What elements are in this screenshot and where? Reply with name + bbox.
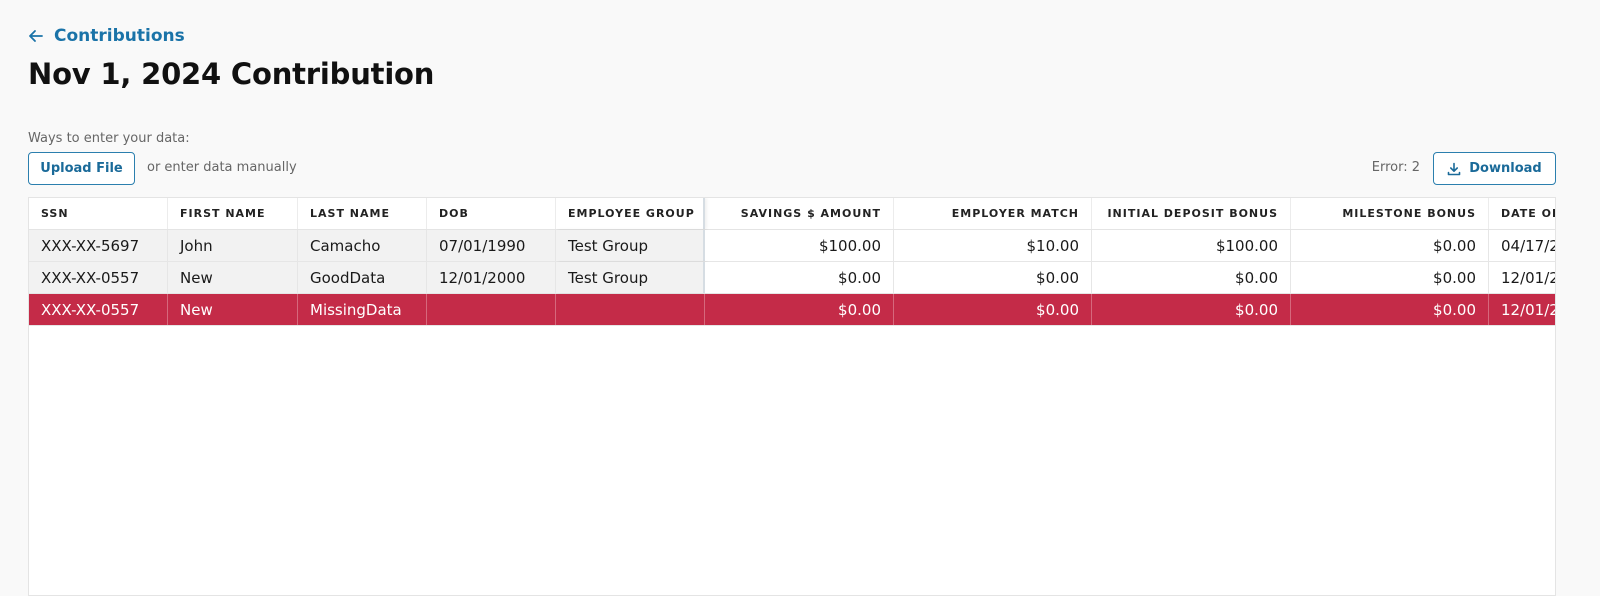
back-to-contributions-link[interactable]: Contributions <box>28 26 185 46</box>
column-header-employer-match[interactable]: EMPLOYER MATCH <box>894 198 1092 229</box>
upload-file-button[interactable]: Upload File <box>28 152 135 185</box>
cell-ssn[interactable]: XXX-XX-5697 <box>29 230 168 261</box>
cell-first-name[interactable]: John <box>168 230 298 261</box>
table-row-error[interactable]: XXX-XX-0557 New MissingData $0.00 $0.00 … <box>29 294 1555 326</box>
column-header-employee-group[interactable]: EMPLOYEE GROUP <box>556 198 705 229</box>
cell-initial-deposit-bonus[interactable]: $0.00 <box>1092 294 1291 325</box>
cell-milestone-bonus[interactable]: $0.00 <box>1291 294 1489 325</box>
cell-initial-deposit-bonus[interactable]: $0.00 <box>1092 262 1291 293</box>
cell-employer-match[interactable]: $10.00 <box>894 230 1092 261</box>
table-row[interactable]: XXX-XX-5697 John Camacho 07/01/1990 Test… <box>29 230 1555 262</box>
column-header-ssn[interactable]: SSN <box>29 198 168 229</box>
column-header-initial-deposit-bonus[interactable]: INITIAL DEPOSIT BONUS <box>1092 198 1291 229</box>
contribution-grid: SSN FIRST NAME LAST NAME DOB EMPLOYEE GR… <box>28 197 1556 596</box>
grid-header-row: SSN FIRST NAME LAST NAME DOB EMPLOYEE GR… <box>29 198 1555 230</box>
cell-ssn[interactable]: XXX-XX-0557 <box>29 294 168 325</box>
cell-first-name[interactable]: New <box>168 294 298 325</box>
back-link-label: Contributions <box>54 26 185 46</box>
cell-milestone-bonus[interactable]: $0.00 <box>1291 230 1489 261</box>
cell-date-of[interactable]: 12/01/2 <box>1489 294 1555 325</box>
column-header-last-name[interactable]: LAST NAME <box>298 198 427 229</box>
cell-last-name[interactable]: MissingData <box>298 294 427 325</box>
column-header-savings-amount[interactable]: SAVINGS $ AMOUNT <box>705 198 894 229</box>
download-label: Download <box>1469 161 1542 176</box>
cell-date-of[interactable]: 12/01/2 <box>1489 262 1555 293</box>
column-header-milestone-bonus[interactable]: MILESTONE BONUS <box>1291 198 1489 229</box>
table-row[interactable]: XXX-XX-0557 New GoodData 12/01/2000 Test… <box>29 262 1555 294</box>
page-title: Nov 1, 2024 Contribution <box>28 57 435 91</box>
cell-dob[interactable]: 07/01/1990 <box>427 230 556 261</box>
column-header-date-of[interactable]: DATE OF <box>1489 198 1555 229</box>
cell-employee-group[interactable]: Test Group <box>556 230 705 261</box>
ways-to-enter-label: Ways to enter your data: <box>28 131 190 146</box>
cell-ssn[interactable]: XXX-XX-0557 <box>29 262 168 293</box>
cell-first-name[interactable]: New <box>168 262 298 293</box>
cell-last-name[interactable]: GoodData <box>298 262 427 293</box>
download-icon <box>1447 162 1461 175</box>
cell-last-name[interactable]: Camacho <box>298 230 427 261</box>
cell-employer-match[interactable]: $0.00 <box>894 294 1092 325</box>
cell-dob[interactable] <box>427 294 556 325</box>
cell-employee-group[interactable] <box>556 294 705 325</box>
column-header-first-name[interactable]: FIRST NAME <box>168 198 298 229</box>
enter-manually-text: or enter data manually <box>147 160 297 175</box>
cell-employer-match[interactable]: $0.00 <box>894 262 1092 293</box>
cell-savings-amount[interactable]: $0.00 <box>705 262 894 293</box>
cell-milestone-bonus[interactable]: $0.00 <box>1291 262 1489 293</box>
download-button[interactable]: Download <box>1433 152 1556 185</box>
cell-initial-deposit-bonus[interactable]: $100.00 <box>1092 230 1291 261</box>
arrow-left-icon <box>29 30 43 42</box>
error-count: Error: 2 <box>1371 160 1420 175</box>
column-header-dob[interactable]: DOB <box>427 198 556 229</box>
cell-date-of[interactable]: 04/17/2 <box>1489 230 1555 261</box>
cell-employee-group[interactable]: Test Group <box>556 262 705 293</box>
cell-savings-amount[interactable]: $0.00 <box>705 294 894 325</box>
cell-dob[interactable]: 12/01/2000 <box>427 262 556 293</box>
cell-savings-amount[interactable]: $100.00 <box>705 230 894 261</box>
